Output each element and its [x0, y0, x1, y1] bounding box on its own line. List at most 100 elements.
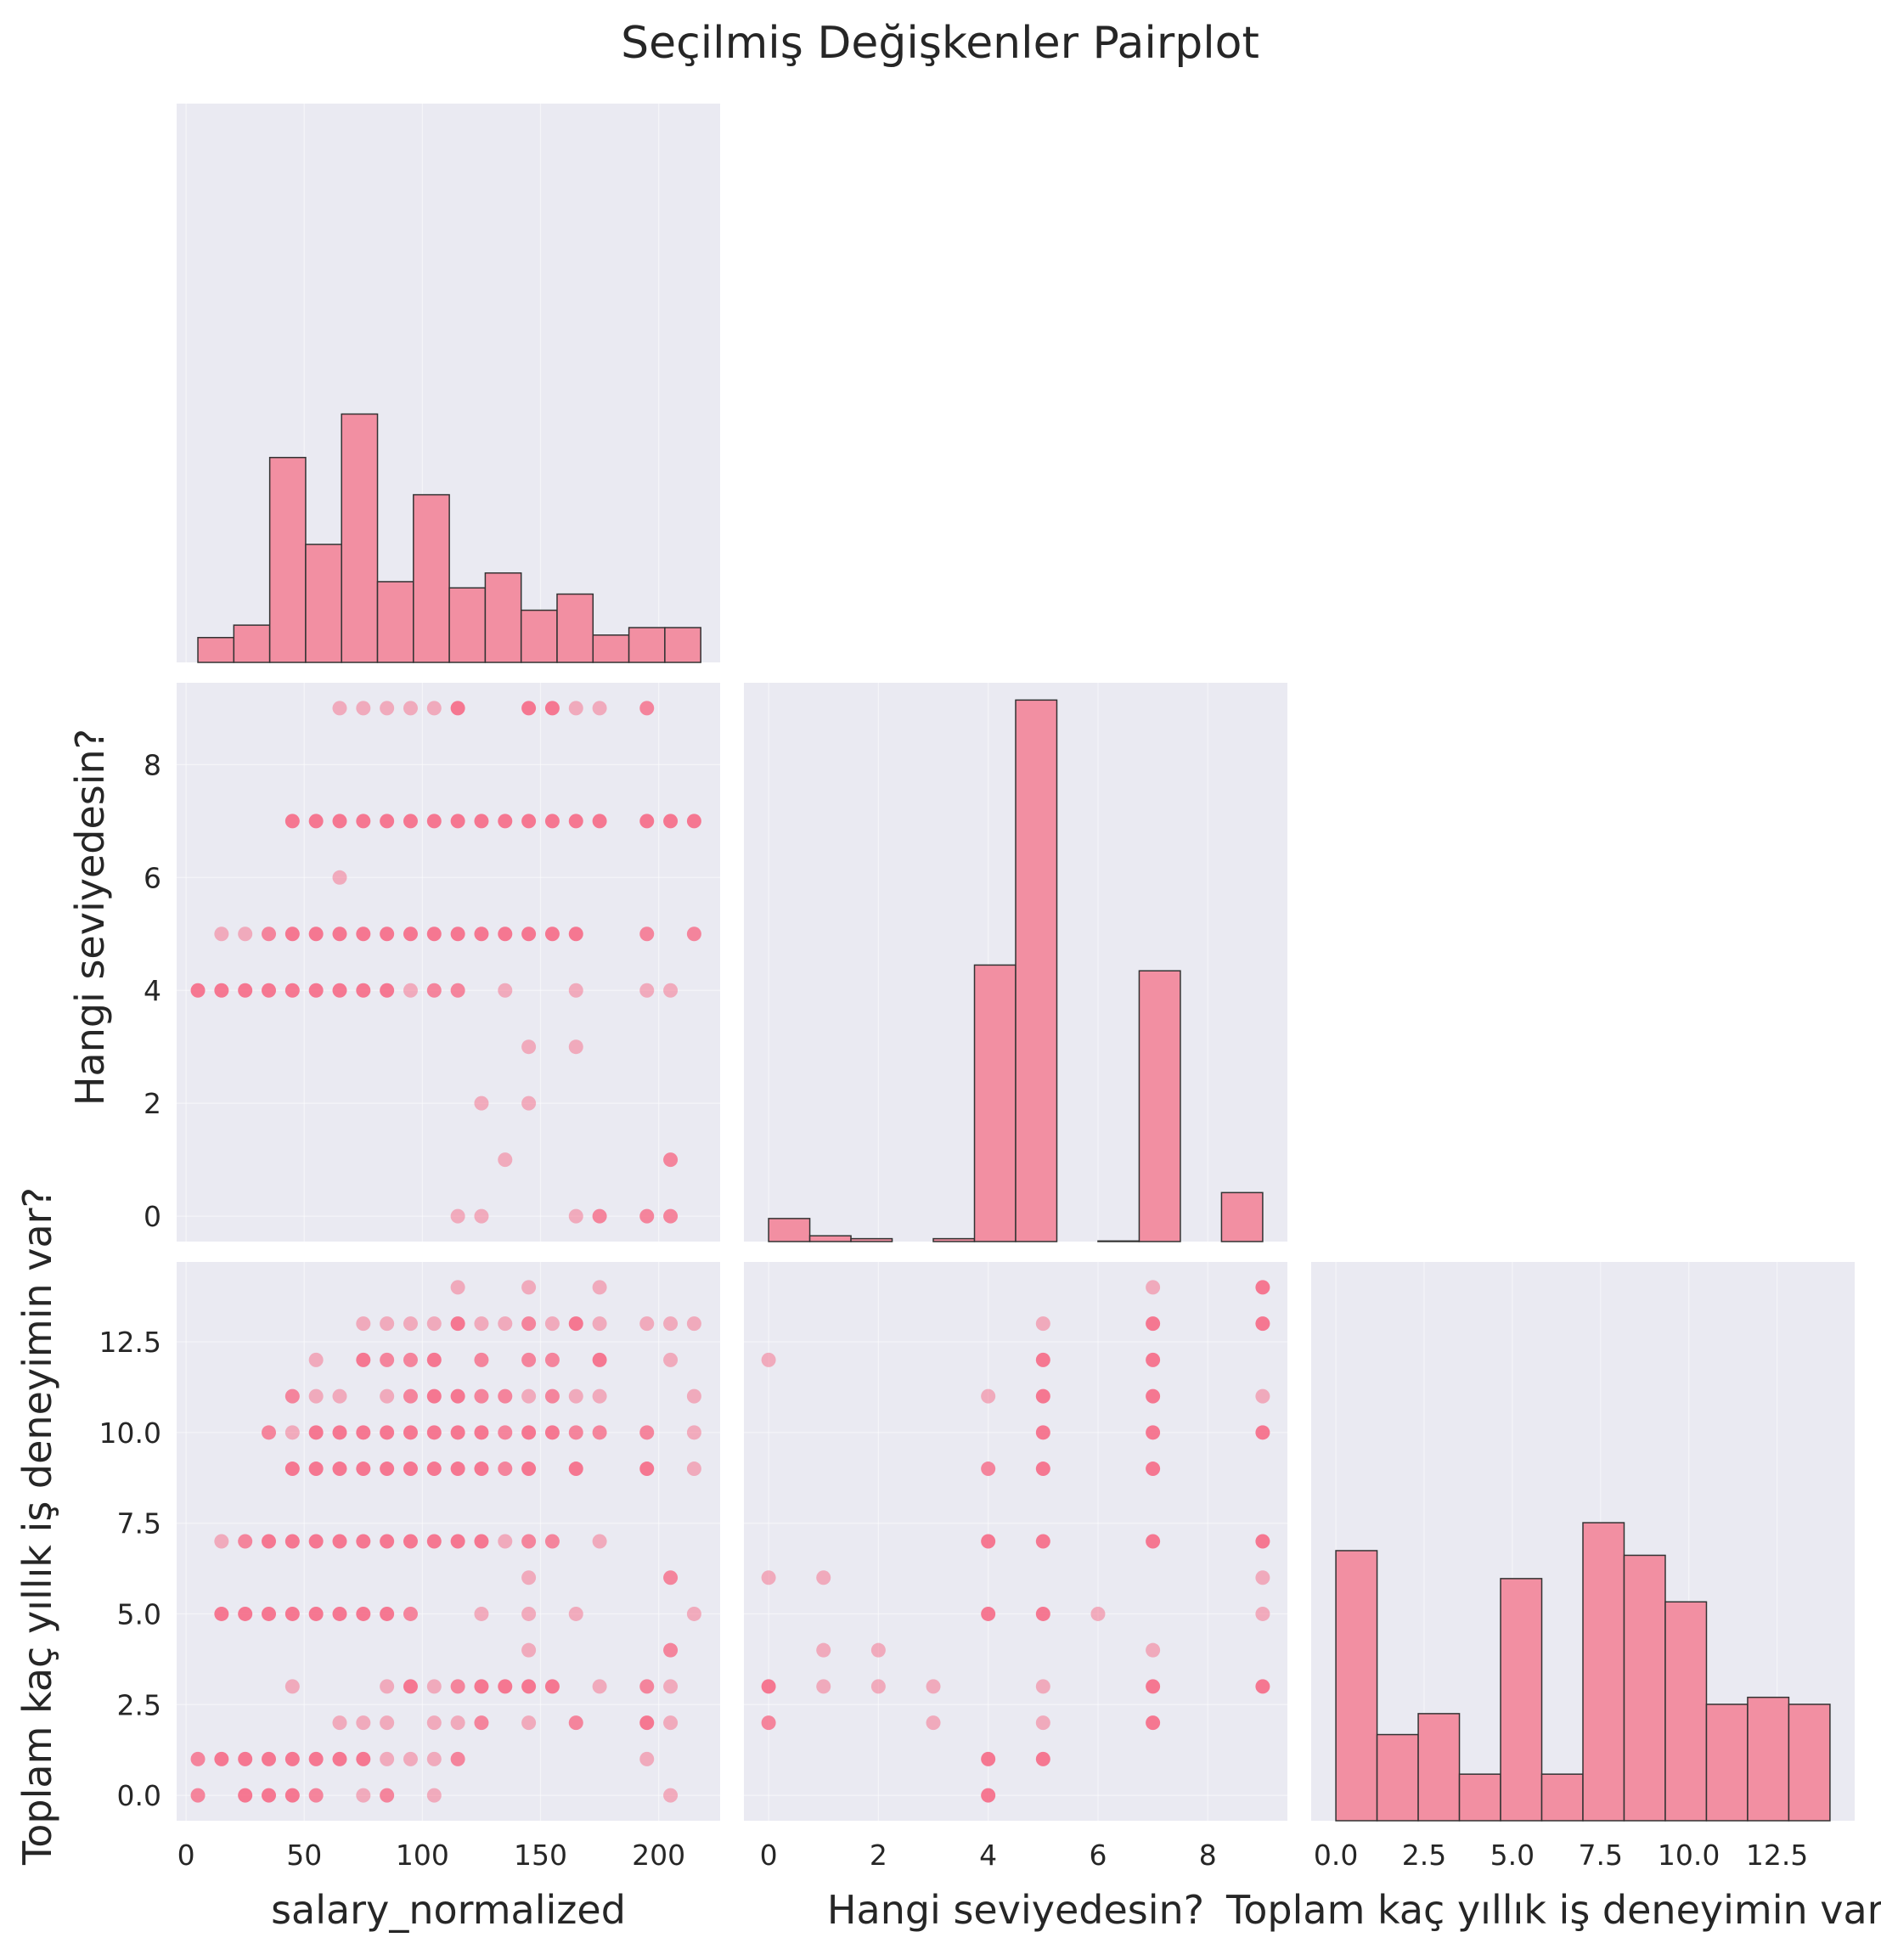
scatter-point [380, 701, 395, 716]
scatter-point [262, 1606, 277, 1621]
scatter-point [474, 1388, 489, 1404]
histogram-bar [664, 627, 701, 663]
y-tick-label: 7.5 [117, 1507, 161, 1540]
scatter-point [498, 1679, 513, 1694]
scatter-point [686, 1316, 701, 1332]
scatter-point [663, 1788, 679, 1803]
scatter-point [214, 1534, 229, 1549]
scatter-point [639, 1425, 655, 1440]
y-tick-label: 5.0 [117, 1597, 161, 1631]
scatter-point [663, 1679, 679, 1694]
scatter-point [380, 1316, 395, 1332]
histogram-bar [1500, 1578, 1543, 1822]
scatter-point [474, 926, 489, 942]
scatter-point [761, 1679, 776, 1694]
x-axis-label-salary: salary_normalized [271, 1887, 626, 1933]
scatter-point [332, 1715, 347, 1731]
scatter-point [521, 1606, 537, 1621]
scatter-point [544, 926, 560, 942]
x-axis-label-deneyim: Toplam kaç yıllık iş deneyimin var? [1225, 1887, 1881, 1933]
scatter-point [426, 1751, 442, 1766]
scatter-point [521, 1039, 537, 1055]
scatter-point [403, 1534, 418, 1549]
scatter-point [1035, 1462, 1050, 1477]
histogram-bar [628, 627, 666, 663]
y-tick-label: 12.5 [99, 1326, 161, 1359]
scatter-point [238, 1751, 253, 1766]
scatter-point [568, 1425, 583, 1440]
scatter-point [214, 1751, 229, 1766]
scatter-point [262, 983, 277, 998]
x-tick-label: 50 [286, 1839, 322, 1872]
y-axis-label-deneyim: Toplam kaç yıllık iş deneyimin var? [14, 1187, 60, 1866]
scatter-point [1146, 1425, 1161, 1440]
y-tick-label: 2.5 [117, 1688, 161, 1721]
scatter-point [380, 1751, 395, 1766]
scatter-point [308, 926, 324, 942]
scatter-point [592, 1316, 607, 1332]
scatter-point [426, 1715, 442, 1731]
scatter-point [1035, 1679, 1050, 1694]
scatter-point [544, 814, 560, 829]
scatter-point [380, 1462, 395, 1477]
scatter-point [308, 1388, 324, 1404]
scatter-point [332, 983, 347, 998]
scatter-point [498, 814, 513, 829]
scatter-point [663, 1570, 679, 1585]
scatter-point [262, 1534, 277, 1549]
scatter-point [1035, 1388, 1050, 1404]
histogram-bar [1097, 1240, 1140, 1242]
scatter-point [1255, 1570, 1270, 1585]
histogram-bar [973, 964, 1017, 1242]
histogram-bar [1458, 1773, 1501, 1822]
scatter-point [592, 1208, 607, 1224]
histogram-bar [1582, 1522, 1625, 1822]
histogram-bar [1417, 1713, 1461, 1822]
histogram-bar [1138, 970, 1181, 1242]
scatter-point [498, 983, 513, 998]
scatter-point [1035, 1316, 1050, 1332]
scatter-point [308, 1352, 324, 1367]
scatter-point [450, 1462, 465, 1477]
scatter-point [1146, 1534, 1161, 1549]
x-axis-label-seviye: Hangi seviyedesin? [827, 1887, 1204, 1933]
scatter-point [403, 1388, 418, 1404]
scatter-point [568, 1462, 583, 1477]
scatter-point [356, 814, 371, 829]
scatter-point [639, 1316, 655, 1332]
scatter-point [639, 701, 655, 716]
scatter-point [308, 1462, 324, 1477]
x-tick-label: 2 [870, 1839, 887, 1872]
scatter-point [426, 1316, 442, 1332]
scatter-point [639, 983, 655, 998]
scatter-point [356, 1534, 371, 1549]
x-tick-label: 6 [1089, 1839, 1107, 1872]
scatter-point [332, 1751, 347, 1766]
scatter-point [284, 1462, 300, 1477]
y-axis-label-seviye: Hangi seviyedesin? [67, 729, 113, 1106]
scatter-point [544, 701, 560, 716]
y-tick-label: 2 [144, 1087, 161, 1120]
histogram-bar [592, 634, 630, 663]
x-tick-label: 0.0 [1314, 1839, 1358, 1872]
scatter-point [1255, 1316, 1270, 1332]
scatter-point [403, 983, 418, 998]
scatter-point [426, 1425, 442, 1440]
scatter-point [403, 926, 418, 942]
histogram-bar [1015, 699, 1058, 1242]
histogram-bar [448, 587, 487, 663]
scatter-point [521, 701, 537, 716]
histogram-bar [520, 609, 558, 663]
x-tick-label: 200 [632, 1839, 685, 1872]
scatter-point [262, 1788, 277, 1803]
scatter-point [521, 1280, 537, 1295]
scatter-point [238, 1606, 253, 1621]
scatter-point [1255, 1388, 1270, 1404]
x-tick-label: 2.5 [1402, 1839, 1446, 1872]
scatter-point [639, 1715, 655, 1731]
chart-title: Seçilmiş Değişkenler Pairplot [621, 18, 1259, 69]
scatter-point [356, 926, 371, 942]
scatter-point [262, 1425, 277, 1440]
y-tick-label: 4 [144, 974, 161, 1007]
scatter-point [474, 1534, 489, 1549]
